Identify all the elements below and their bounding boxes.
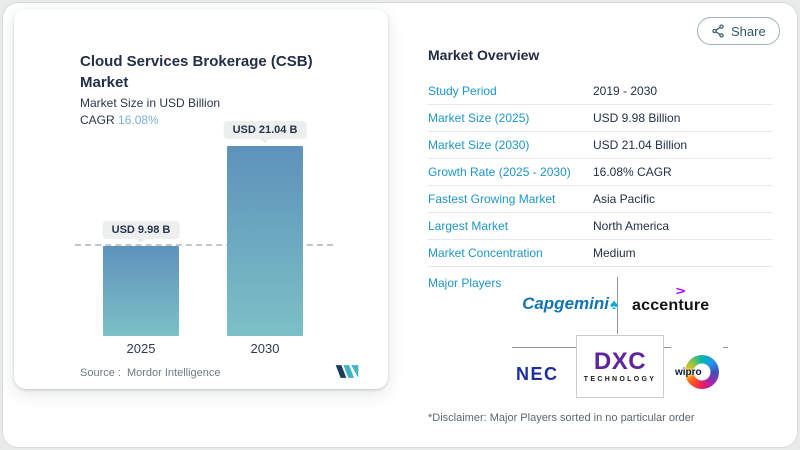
overview-heading: Market Overview (428, 47, 540, 63)
mordor-intelligence-logo (335, 364, 359, 382)
row-value: USD 21.04 Billion (593, 138, 688, 152)
wipro-logo: wipro (671, 345, 723, 398)
dxc-logo: DXC TECHNOLOGY (576, 335, 664, 398)
table-row: Fastest Growing Market Asia Pacific (428, 186, 772, 213)
accenture-logo: > accenture (632, 284, 710, 314)
reference-line (75, 244, 333, 246)
row-value: North America (593, 219, 670, 233)
table-row: Growth Rate (2025 - 2030) 16.08% CAGR (428, 159, 772, 186)
row-value: 2019 - 2030 (593, 84, 658, 98)
disclaimer-text: *Disclaimer: Major Players sorted in no … (428, 412, 695, 424)
row-label: Market Concentration (428, 246, 543, 260)
chart-subtitle: Market Size in USD Billion (80, 96, 221, 110)
share-button-label: Share (731, 23, 766, 39)
source-value: Mordor Intelligence (126, 367, 221, 379)
wipro-rainbow-icon (685, 354, 719, 389)
capgemini-spade-icon: ♠ (609, 296, 618, 313)
table-row: Market Concentration Medium (428, 240, 772, 267)
source-label: Source : (80, 367, 121, 379)
row-label: Market Size (2025) (428, 111, 530, 125)
share-icon (711, 24, 725, 38)
x-axis-label: 2025 (126, 341, 156, 356)
logo-grid-divider (617, 277, 618, 334)
accenture-caret-icon: > (675, 284, 686, 298)
row-value: 16.08% CAGR (593, 165, 672, 179)
source-row: Source : Mordor Intelligence (80, 364, 359, 382)
table-row: Study Period 2019 - 2030 (428, 78, 772, 105)
chart-bar (227, 146, 303, 336)
table-row: Largest Market North America (428, 213, 772, 240)
table-row: Market Size (2025) USD 9.98 Billion (428, 105, 772, 132)
row-label: Study Period (428, 84, 497, 98)
table-row: Market Size (2030) USD 21.04 Billion (428, 132, 772, 159)
bar-label-pill: USD 9.98 B (102, 221, 180, 239)
capgemini-logo: Capgemini♠ (522, 294, 618, 313)
row-value: Asia Pacific (593, 192, 656, 206)
chart-title: Cloud Services Brokerage (CSB) Market (80, 53, 313, 91)
bar-label-pill: USD 21.04 B (223, 121, 307, 139)
row-label: Fastest Growing Market (428, 192, 556, 206)
chart-panel: Cloud Services Brokerage (CSB) Market Ma… (14, 9, 388, 389)
chart-cagr: CAGR 16.08% (80, 113, 159, 127)
major-players-label: Major Players (428, 276, 502, 290)
row-value: Medium (593, 246, 636, 260)
row-label: Market Size (2030) (428, 138, 530, 152)
logo-grid-divider (512, 347, 576, 348)
cagr-value: 16.08% (118, 113, 159, 127)
row-label: Largest Market (428, 219, 509, 233)
overview-table: Study Period 2019 - 2030 Market Size (20… (428, 78, 772, 267)
row-value: USD 9.98 Billion (593, 111, 681, 125)
x-axis-label: 2030 (250, 341, 280, 356)
chart-bar (103, 246, 179, 336)
row-label: Growth Rate (2025 - 2030) (428, 165, 571, 179)
share-button[interactable]: Share (697, 17, 780, 45)
nec-logo: NEC (516, 364, 559, 384)
